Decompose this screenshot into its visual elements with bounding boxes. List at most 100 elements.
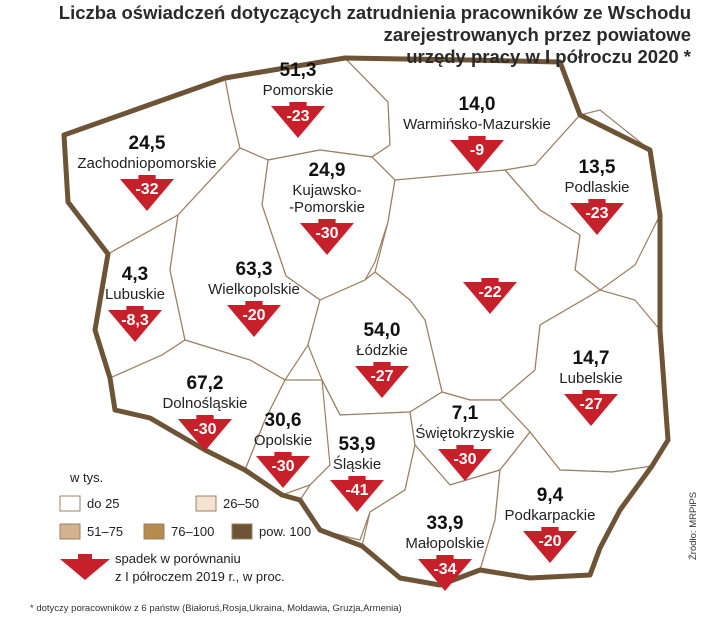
footnote: * dotyczy poracowników z 6 państw (Biało… [30,603,402,614]
name-lubuskie: Lubuskie [105,286,165,303]
name-slaskie: Śląskie [333,455,381,473]
legend-swatch [231,523,253,540]
name-podlaskie: Podlaskie [564,179,629,196]
down-arrow-icon [256,452,310,488]
source-credit: Źródło: MRPiPS [688,491,699,560]
legend-class-1: do 25 [59,495,120,512]
legend-arrow-line-1: spadek w porównaniu [115,551,241,566]
legend: w tys. do 25 26–50 51–75 76–100 pow. 100 spa… [59,470,311,584]
down-arrow-icon [120,175,174,211]
change-podlaskie: -23 [585,205,608,222]
legend-swatch [59,523,81,540]
legend-arrow-icon [60,554,110,580]
change-lubuskie: -8,3 [121,312,149,329]
change-pomorskie: -23 [286,108,309,125]
value-slaskie: 53,9 [339,434,376,455]
value-podlaskie: 13,5 [579,157,616,178]
value-podkarpackie: 9,4 [537,485,564,506]
legend-class-label: pow. 100 [259,524,311,539]
legend-class-3: 51–75 [59,523,123,540]
region-slaskie[interactable] [299,379,416,541]
legend-swatch [143,523,165,540]
down-arrow-icon [178,415,232,451]
down-arrow-icon [418,555,472,591]
value-malopolskie: 33,9 [427,513,464,534]
down-arrow-icon [227,301,281,337]
value-swietokrzyskie: 7,1 [452,403,479,424]
down-arrow-icon [300,219,354,255]
down-arrow-icon [570,199,624,235]
value-lubelskie: 14,7 [573,348,610,369]
change-mazowieckie: -22 [478,284,501,301]
title-line-2: zarejestrowanych przez powiatowe [383,24,691,45]
name-dolnoslaskie: Dolnośląskie [162,395,247,412]
change-opolskie: -30 [271,458,294,475]
change-lubelskie: -27 [579,396,602,413]
value-lubuskie: 4,3 [122,264,148,285]
legend-class-label: 26–50 [223,496,259,511]
legend-arrow-line-2: z I półroczem 2019 r., w proc. [115,569,285,584]
value-opolskie: 30,6 [265,410,302,431]
change-kujawsko-pomorskie: -30 [315,225,338,242]
value-zachodniopomorskie: 24,5 [129,133,166,154]
down-arrow-icon [330,476,384,512]
down-arrow-icon [108,306,162,342]
legend-class-label: 76–100 [171,524,214,539]
name-mazowieckie: Mazowieckie [445,258,536,275]
name-wielkopolskie: Wielkopolskie [208,281,300,298]
legend-class-label: do 25 [87,496,120,511]
legend-arrow-entry: spadek w porównaniu z I półroczem 2019 r… [60,551,285,584]
name-warminsko-mazurskie: Warmińsko-Mazurskie [403,116,551,133]
down-arrow-icon [355,362,409,398]
name-pomorskie: Pomorskie [263,82,334,99]
title-line-1: Liczba oświadczeń dotyczących zatrudnien… [58,2,691,23]
change-podkarpackie: -20 [538,533,561,550]
name-swietokrzyskie: Świętokrzyskie [415,424,514,442]
value-lodzkie: 54,0 [364,320,401,341]
legend-swatch [59,495,81,512]
map-title: Liczba oświadczeń dotyczących zatrudnien… [51,2,691,68]
title-line-3: urzędy pracy w I półroczu 2020 * [406,46,691,67]
down-arrow-icon [271,102,325,138]
value-dolnoslaskie: 67,2 [187,373,224,394]
name-lubelskie: Lubelskie [559,370,622,387]
change-swietokrzyskie: -30 [453,451,476,468]
down-arrow-icon [463,278,517,314]
legend-class-5: pow. 100 [231,523,311,540]
value-kujawsko-pomorskie: 24,9 [309,160,346,181]
change-zachodniopomorskie: -32 [135,181,158,198]
down-arrow-icon [523,527,577,563]
name-zachodniopomorskie: Zachodniopomorskie [77,155,216,172]
change-malopolskie: -34 [433,561,456,578]
down-arrow-icon [438,445,492,481]
down-arrow-icon [564,390,618,426]
name-malopolskie: Małopolskie [405,535,484,552]
legend-class-label: 51–75 [87,524,123,539]
name-opolskie: Opolskie [254,432,312,449]
value-wielkopolskie: 63,3 [236,259,273,280]
name-lodzkie: Łódzkie [356,342,408,359]
legend-swatch [195,495,217,512]
change-dolnoslaskie: -30 [193,421,216,438]
change-wielkopolskie: -20 [242,307,265,324]
legend-class-2: 26–50 [195,495,259,512]
value-pomorskie: 51,3 [280,60,317,81]
name-kujawsko-pomorskie-2: -Pomorskie [289,199,365,216]
